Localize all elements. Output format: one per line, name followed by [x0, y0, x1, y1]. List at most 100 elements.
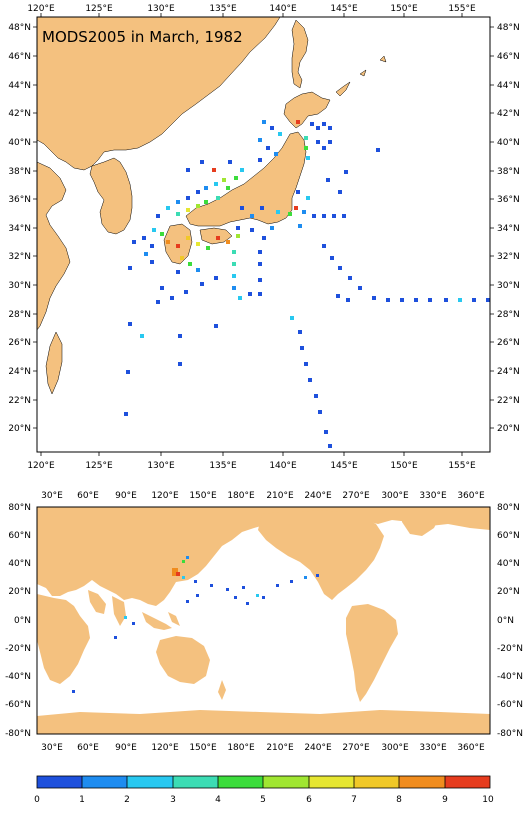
- global-map: 30°E 60°E 90°E 120°E 150°E 180°E 210°E 2…: [5, 491, 523, 753]
- lat-label-right: 38°N: [497, 167, 520, 177]
- lat-label-right: 42°N: [497, 109, 520, 119]
- lat-label-left: 22°N: [8, 396, 31, 406]
- global-lon-label: 30°E: [41, 491, 63, 501]
- top-lon-label: 120°E: [27, 4, 55, 14]
- colorbar-segment: [127, 776, 173, 788]
- colorbar-frame: [36, 775, 491, 789]
- bottom-lon-label: 135°E: [209, 461, 237, 471]
- global-lat-label-left: -20°N: [5, 644, 31, 654]
- lat-label-left: 30°N: [8, 281, 31, 291]
- colorbar-label: 1: [79, 795, 85, 805]
- colorbar-segment: [309, 776, 354, 788]
- bottom-lon-label: 155°E: [448, 461, 476, 471]
- colorbar-label: 3: [170, 795, 176, 805]
- global-lat-label-left: 80°N: [8, 503, 31, 513]
- lat-label-right: 24°N: [497, 367, 520, 377]
- top-lon-label: 145°E: [330, 4, 358, 14]
- colorbar-segment: [218, 776, 263, 788]
- top-lon-label: 155°E: [448, 4, 476, 14]
- lat-label-right: 46°N: [497, 52, 520, 62]
- top-lon-label: 125°E: [85, 4, 113, 14]
- global-lon-label: 330°E: [419, 743, 447, 753]
- colorbar-label: 5: [260, 795, 266, 805]
- bottom-lon-label: 140°E: [269, 461, 297, 471]
- colorbar-label: 7: [351, 795, 357, 805]
- global-lat-label-right: -40°N: [497, 672, 523, 682]
- lat-label-right: 28°N: [497, 310, 520, 320]
- lat-label-left: 28°N: [8, 310, 31, 320]
- global-lon-label: 60°E: [77, 743, 99, 753]
- colorbar: 0 1 2 3 4 5 6 7 8 9 10: [34, 775, 494, 805]
- global-lon-label: 300°E: [381, 743, 409, 753]
- lat-label-right: 30°N: [497, 281, 520, 291]
- lat-label-right: 20°N: [497, 424, 520, 434]
- bottom-lon-label: 120°E: [27, 461, 55, 471]
- lat-label-left: 46°N: [8, 52, 31, 62]
- korea-peninsula: [89, 157, 133, 235]
- colorbar-label: 0: [34, 795, 40, 805]
- bottom-lon-label: 145°E: [330, 461, 358, 471]
- lat-label-left: 40°N: [8, 138, 31, 148]
- observation-cells: [124, 120, 490, 448]
- colorbar-label: 9: [442, 795, 448, 805]
- asia-mainland: [36, 16, 281, 171]
- top-lon-label: 130°E: [147, 4, 175, 14]
- global-lat-label-left: 40°N: [8, 559, 31, 569]
- global-lon-label: 330°E: [419, 491, 447, 501]
- global-lon-label: 180°E: [227, 743, 255, 753]
- map-title: MODS2005 in March, 1982: [42, 28, 243, 46]
- colorbar-segment: [354, 776, 399, 788]
- regional-map-ticks: [33, 13, 494, 456]
- top-lon-label: 150°E: [390, 4, 418, 14]
- top-lon-label: 135°E: [209, 4, 237, 14]
- global-lon-label: 60°E: [77, 491, 99, 501]
- lat-label-left: 36°N: [8, 195, 31, 205]
- lat-label-right: 32°N: [497, 252, 520, 262]
- colorbar-segment: [263, 776, 309, 788]
- global-lat-label-right: 20°N: [497, 587, 520, 597]
- global-lon-label: 240°E: [304, 743, 332, 753]
- bottom-lon-label: 125°E: [85, 461, 113, 471]
- global-lat-label-right: 0°N: [497, 616, 514, 626]
- global-lat-label-left: -80°N: [5, 729, 31, 739]
- colorbar-label: 6: [306, 795, 312, 805]
- global-lat-label-right: 60°N: [497, 531, 520, 541]
- global-lat-label-left: -60°N: [5, 700, 31, 710]
- global-lat-label-left: 0°N: [14, 616, 31, 626]
- lat-label-left: 26°N: [8, 338, 31, 348]
- global-lon-label: 120°E: [151, 491, 179, 501]
- lat-label-left: 38°N: [8, 167, 31, 177]
- lat-label-left: 44°N: [8, 81, 31, 91]
- hokkaido-island: [283, 91, 331, 129]
- colorbar-dividers: [81, 776, 446, 788]
- global-lon-label: 90°E: [115, 743, 137, 753]
- lat-label-left: 20°N: [8, 424, 31, 434]
- global-lon-label: 210°E: [266, 491, 294, 501]
- global-lon-label: 360°E: [457, 743, 485, 753]
- global-lon-label: 240°E: [304, 491, 332, 501]
- bottom-lon-label: 150°E: [390, 461, 418, 471]
- colorbar-label: 4: [215, 795, 221, 805]
- colorbar-segment: [37, 776, 82, 788]
- lat-label-left: 34°N: [8, 224, 31, 234]
- global-lat-label-right: 40°N: [497, 559, 520, 569]
- colorbar-segment: [82, 776, 127, 788]
- lat-label-right: 44°N: [497, 81, 520, 91]
- global-lat-label-left: 20°N: [8, 587, 31, 597]
- lat-label-right: 40°N: [497, 138, 520, 148]
- global-lon-label: 150°E: [189, 491, 217, 501]
- global-lon-label: 90°E: [115, 491, 137, 501]
- colorbar-label: 10: [482, 795, 494, 805]
- lat-label-right: 26°N: [497, 338, 520, 348]
- colorbar-label: 2: [124, 795, 130, 805]
- global-lon-label: 150°E: [189, 743, 217, 753]
- global-land: [37, 507, 490, 734]
- colorbar-segment: [399, 776, 445, 788]
- regional-map-frame: [36, 16, 491, 453]
- sakhalin-island: [291, 19, 309, 89]
- global-lon-label: 210°E: [266, 743, 294, 753]
- lat-label-left: 42°N: [8, 109, 31, 119]
- global-map-frame: [36, 506, 491, 735]
- global-lon-label: 270°E: [342, 743, 370, 753]
